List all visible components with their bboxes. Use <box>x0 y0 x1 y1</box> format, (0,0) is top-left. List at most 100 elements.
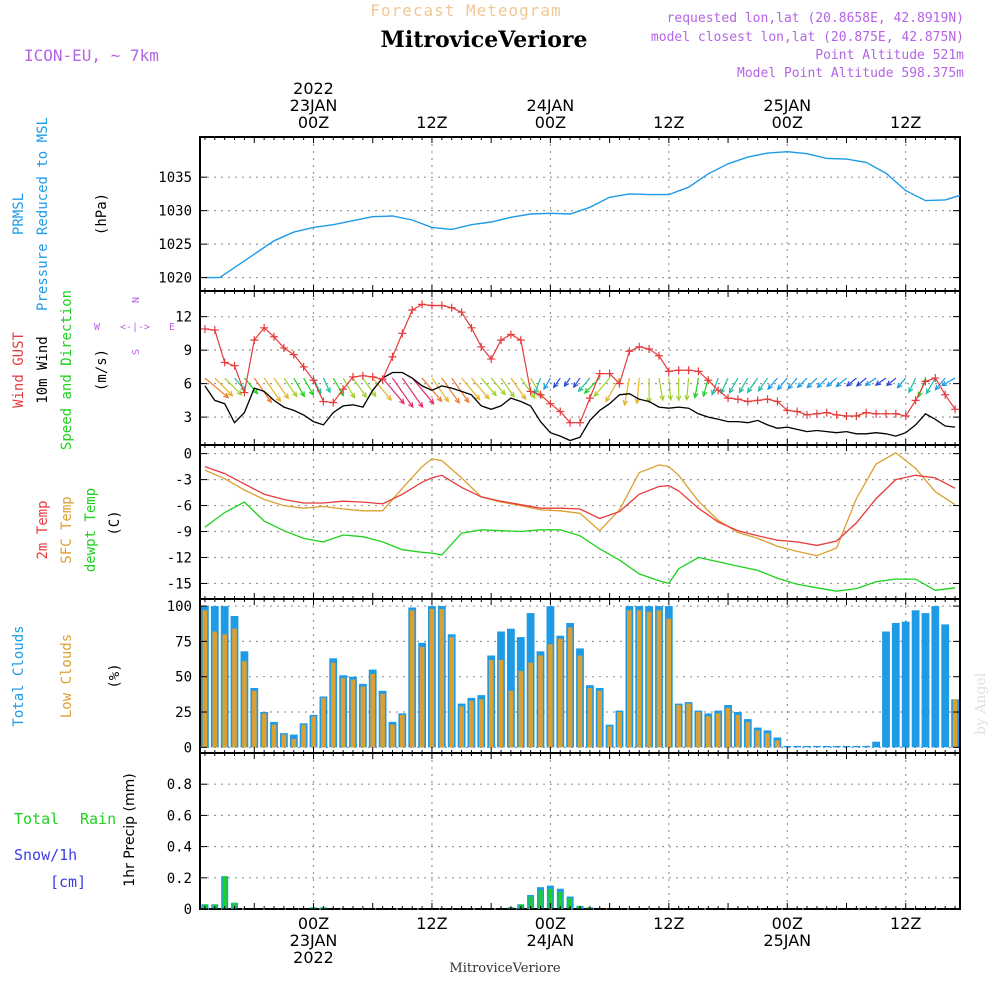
wind-vector <box>441 377 460 404</box>
gust-marker <box>368 372 377 381</box>
precip-label-rain: Rain <box>80 810 116 828</box>
low-cloud-bar <box>558 638 563 748</box>
time-label-bottom: 25JAN <box>763 931 811 950</box>
gust-marker <box>773 397 782 406</box>
time-label-top: 24JAN <box>527 96 575 115</box>
wind-vector <box>461 377 481 401</box>
wind-vector <box>451 377 470 403</box>
gust-marker <box>408 305 417 314</box>
precip-label-total: Total <box>14 810 59 828</box>
wind-vector <box>934 377 946 391</box>
wind-vector <box>303 377 314 396</box>
gust-marker <box>299 362 308 371</box>
gust-marker <box>289 350 298 359</box>
total-cloud-bar <box>911 610 920 748</box>
wind-vector-head <box>728 387 734 394</box>
low-cloud-bar <box>271 724 277 748</box>
wind-vector-head <box>711 389 717 396</box>
low-cloud-bar <box>469 700 474 748</box>
wind-vector-head <box>787 383 793 390</box>
low-cloud-bar <box>449 637 454 748</box>
ytick-label: 0.8 <box>167 777 192 793</box>
low-cloud-bar <box>330 662 336 748</box>
wind-vector <box>908 377 917 393</box>
wind-label-c: Speed and Direction <box>59 290 75 450</box>
gust-marker <box>625 347 634 356</box>
total-cloud-bar <box>862 745 871 748</box>
gust-marker <box>921 377 930 386</box>
ytick-label: 0.4 <box>167 840 192 856</box>
low-cloud-bar <box>548 644 553 748</box>
wind-vector <box>777 377 788 390</box>
wind-vector <box>470 377 490 400</box>
wind-vector-head <box>816 382 823 389</box>
ytick-label: 75 <box>175 634 192 650</box>
wind-vector-head <box>646 397 652 404</box>
low-cloud-bar <box>311 716 316 748</box>
gust-marker <box>467 323 476 332</box>
wind-vector <box>263 377 281 402</box>
ytick-label: -9 <box>175 525 192 541</box>
gust-marker <box>862 408 871 417</box>
wind-unit: (m/s) <box>94 349 110 391</box>
wind-vector-head <box>454 397 460 405</box>
low-cloud-bar <box>508 690 514 748</box>
wind-vector-head <box>684 394 690 402</box>
low-cloud-bar <box>775 740 780 748</box>
wind-vector <box>856 377 867 387</box>
wind-label-a: Wind GUST <box>11 332 27 408</box>
gust-marker <box>852 411 861 420</box>
low-cloud-bar <box>242 661 247 748</box>
wind-vector-head <box>443 396 450 403</box>
gust-marker <box>447 303 456 312</box>
low-cloud-bar <box>627 610 632 748</box>
wind-vector-head <box>776 384 783 391</box>
wind-vector-head <box>925 388 931 395</box>
clouds-labels: Total Clouds Low Clouds (%) <box>11 625 123 726</box>
total-cloud-bar <box>901 621 910 748</box>
gust-marker <box>881 409 890 418</box>
time-label-bottom: 00Z <box>298 914 329 933</box>
wind-vector <box>875 377 887 386</box>
precip-rain-bar <box>548 888 553 909</box>
wind-vector-head <box>299 391 305 398</box>
wind-vector-head <box>223 392 230 399</box>
gust-marker <box>891 409 900 418</box>
low-cloud-bar <box>952 699 958 748</box>
wind-vector <box>747 377 759 393</box>
time-label-top: 00Z <box>772 113 803 132</box>
low-cloud-bar <box>577 655 583 748</box>
low-cloud-bar <box>488 659 494 748</box>
time-label-bottom: 12Z <box>416 914 447 933</box>
wind-vector <box>322 377 331 393</box>
precip-label-cm: [cm] <box>50 873 86 891</box>
gust-marker <box>230 361 239 370</box>
ytick-label: 1035 <box>158 170 192 186</box>
wind-vector-head <box>896 382 903 389</box>
time-label-bottom: 00Z <box>535 914 566 933</box>
wind-vector-head <box>521 394 527 401</box>
ytick-label: 0.6 <box>167 808 192 824</box>
low-cloud-bar <box>706 716 711 748</box>
wind-vector-head <box>308 389 315 397</box>
low-cloud-bar <box>380 693 385 748</box>
total-cloud-bar <box>822 745 831 748</box>
total-cloud-bar <box>891 623 900 748</box>
wind-vector-head <box>563 381 570 388</box>
wind-vector-head <box>886 380 893 387</box>
low-cloud-bar <box>696 712 701 748</box>
time-label-top: 2022 <box>293 79 334 98</box>
low-cloud-bar <box>715 713 721 748</box>
requested-coords: requested lon,lat (20.8658E, 42.8919N) <box>667 11 964 26</box>
low-cloud-bar <box>321 697 326 748</box>
low-cloud-bar <box>400 714 405 748</box>
wind-vector-head <box>350 392 356 400</box>
wind-vector <box>362 377 377 397</box>
ytick-label: 0.2 <box>167 871 192 887</box>
gust-marker <box>793 407 802 416</box>
gust-marker <box>783 406 792 415</box>
wind-vector <box>224 377 242 396</box>
precip-rain-bar <box>528 896 533 909</box>
wind-vector <box>694 377 700 398</box>
wind-vector <box>925 377 936 394</box>
